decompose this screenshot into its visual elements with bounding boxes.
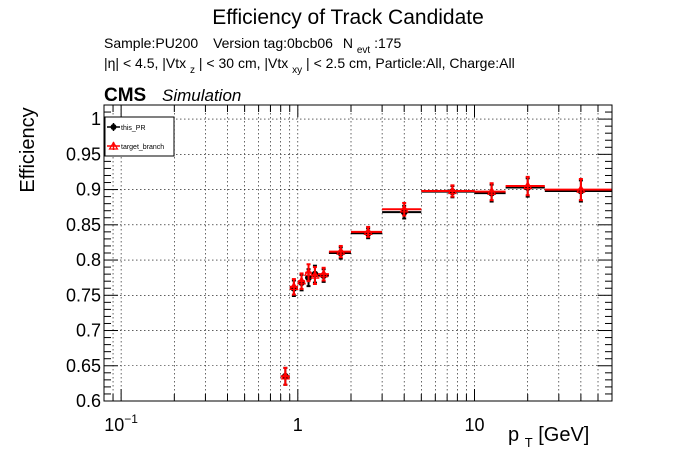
tick-labels: 0.6 0.65 0.7 0.75 0.8 0.85 0.9 0.95 1 10−1 1 10 xyxy=(66,109,485,435)
y-tick-label: 0.9 xyxy=(76,180,101,200)
point-marker xyxy=(523,180,533,190)
data-point xyxy=(474,183,506,203)
cut-particle-charge: | < 2.5 cm, Particle:All, Charge:All xyxy=(306,55,515,71)
point-marker xyxy=(289,281,299,291)
data-point xyxy=(474,182,506,202)
sample-label: Sample:PU200 xyxy=(104,35,198,51)
data-point xyxy=(505,175,545,197)
legend-label-target-branch: target_branch xyxy=(121,144,164,151)
nevt-value: :175 xyxy=(374,35,401,51)
series-target-branch xyxy=(280,175,612,386)
point-marker xyxy=(303,267,314,276)
data-point xyxy=(317,266,329,282)
legend: this_PR target_branch xyxy=(104,116,175,157)
point-marker xyxy=(447,185,458,195)
data-point xyxy=(303,263,314,283)
point-marker xyxy=(399,204,409,213)
subtitle-line-1: Sample:PU200 Version tag:0bcb06 N evt :1… xyxy=(104,35,402,56)
version-label: Version tag:0bcb06 xyxy=(213,35,333,51)
point-marker xyxy=(319,268,329,278)
chart-title: Efficiency of Track Candidate xyxy=(212,6,484,29)
simulation-label: Simulation xyxy=(162,86,241,105)
cut-xy-subscript: xy xyxy=(292,65,302,76)
y-tick-label: 0.6 xyxy=(76,391,101,411)
data-point xyxy=(544,178,612,202)
y-tick-label: 0.7 xyxy=(76,321,101,341)
data-point xyxy=(296,272,307,290)
plot-frame xyxy=(103,104,613,402)
point-marker xyxy=(576,184,586,193)
data-point xyxy=(421,184,475,198)
y-tick-label: 1 xyxy=(91,109,101,129)
data-point xyxy=(382,201,422,217)
y-tick-label: 0.95 xyxy=(66,144,101,164)
x-axis-label: p T [GeV] xyxy=(508,424,589,452)
x-label-p: p xyxy=(508,424,519,446)
point-marker xyxy=(296,275,307,285)
point-marker xyxy=(336,246,346,255)
y-tick-label: 0.8 xyxy=(76,250,101,270)
y-tick-label: 0.65 xyxy=(66,356,101,376)
data-point xyxy=(328,244,352,259)
cms-label: CMS xyxy=(104,85,146,106)
x-tick-label: 1 xyxy=(293,415,303,435)
data-point xyxy=(289,278,299,296)
cut-vtxxy: | < 30 cm, |Vtx xyxy=(199,55,288,71)
y-axis-label: Efficiency xyxy=(17,107,39,192)
point-marker xyxy=(363,226,373,236)
axis-ticks xyxy=(103,104,613,402)
legend-entry-target-branch: target_branch xyxy=(107,141,164,151)
data-point xyxy=(280,366,290,386)
grid xyxy=(103,105,613,402)
nevt-subscript: evt xyxy=(357,45,371,56)
y-tick-label: 0.75 xyxy=(66,285,101,305)
legend-marker-triangle xyxy=(108,141,119,150)
data-point xyxy=(310,266,320,286)
point-marker xyxy=(487,186,497,195)
point-marker xyxy=(310,270,320,279)
legend-label-this-pr: this_PR xyxy=(121,125,146,132)
data-series xyxy=(280,175,612,386)
point-marker xyxy=(280,371,290,380)
x-tick-label: 10 xyxy=(464,415,484,435)
legend-entry-this-pr: this_PR xyxy=(107,123,146,132)
series-this-PR xyxy=(280,177,612,386)
cut-z-subscript: z xyxy=(190,65,195,76)
data-point xyxy=(351,225,383,238)
legend-marker-circle xyxy=(110,124,117,130)
y-tick-label: 0.85 xyxy=(66,215,101,235)
x-label-unit: [GeV] xyxy=(538,424,589,446)
subtitle-line-2: |η| < 4.5, |Vtx z | < 30 cm, |Vtx xy | <… xyxy=(104,55,515,76)
x-tick-label: 10−1 xyxy=(104,412,138,435)
x-label-subscript: T xyxy=(525,435,533,450)
cut-eta-vtxz: |η| < 4.5, |Vtx xyxy=(104,55,186,71)
nevt-prefix: N xyxy=(343,35,353,51)
